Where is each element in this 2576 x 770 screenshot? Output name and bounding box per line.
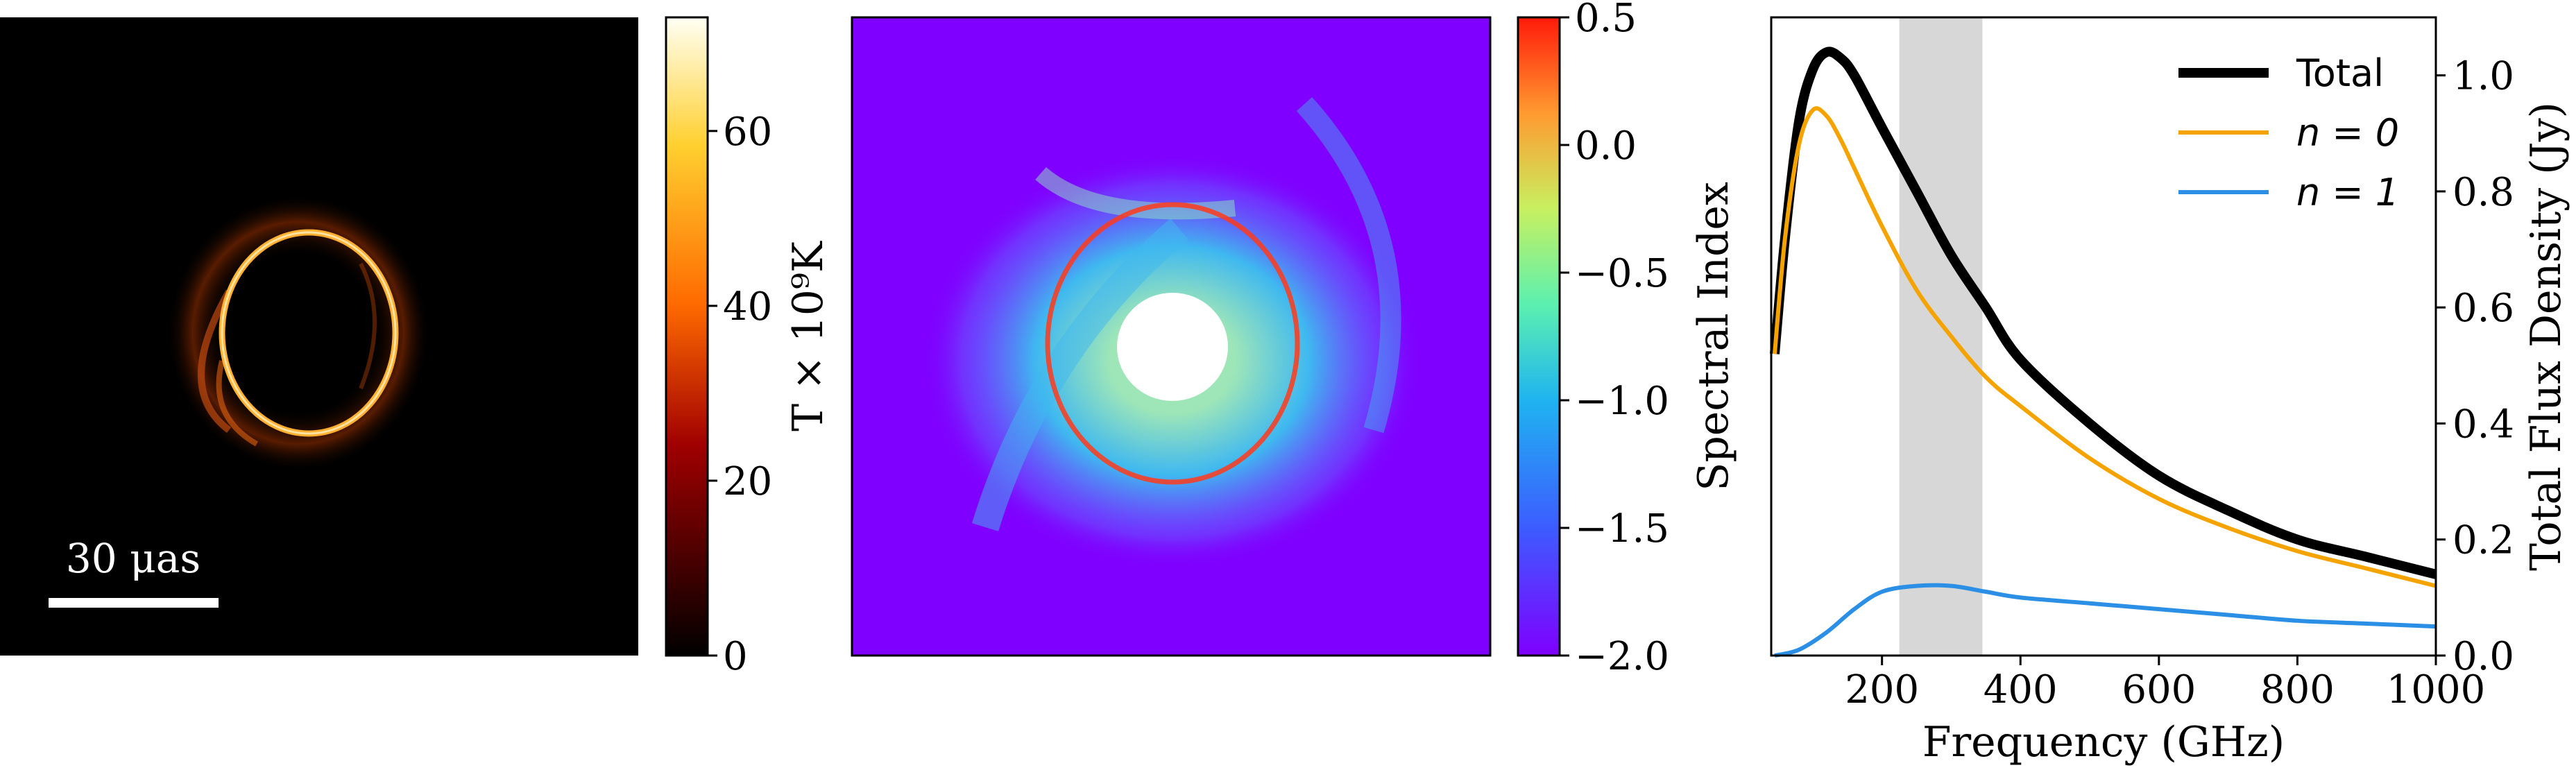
y-tick-label: 0.2 xyxy=(2453,518,2514,563)
x-axis-ticks: 200 400 600 800 1000 xyxy=(1845,656,2485,712)
temperature-colorbar-gradient xyxy=(665,16,709,657)
x-tick-label: 200 xyxy=(1845,667,1919,712)
spectral-index-colorbar-ticks: −2.0 −1.5 −1.0 −0.5 0.0 0.5 xyxy=(1560,0,1669,679)
colorbar-tick-label: 0.0 xyxy=(1575,123,1637,169)
shadow-region xyxy=(1117,293,1228,401)
colorbar-tick-label: 60 xyxy=(723,110,772,155)
colorbar-tick-label: 0 xyxy=(723,634,748,679)
legend-label: n = 0 xyxy=(2296,111,2399,155)
y-axis-label: Total Flux Density (Jy) xyxy=(2522,102,2570,571)
series-line-1 xyxy=(1773,106,2437,588)
x-tick-label: 600 xyxy=(2122,667,2196,712)
y-tick-label: 0.6 xyxy=(2453,286,2514,331)
spiral-arm-1 xyxy=(971,218,1188,531)
spectrum-panel: 200 400 600 800 1000 0.0 0.2 0.4 0.6 0.8 1.0 Freq… xyxy=(1770,16,2570,767)
colorbar-tick-label: −1.5 xyxy=(1575,506,1669,551)
colorbar-tick-label: −0.5 xyxy=(1575,251,1669,296)
spectral-index-colorbar-gradient xyxy=(1517,16,1561,657)
temperature-colorbar: 0 20 40 60 T × 10⁹K xyxy=(665,16,833,679)
temperature-colorbar-ticks: 0 20 40 60 xyxy=(708,110,772,679)
scale-bar-label: 30 μas xyxy=(66,535,201,582)
swirl-arm-1 xyxy=(198,289,232,433)
spectral-index-colorbar: −2.0 −1.5 −1.0 −0.5 0.0 0.5 Spectral Index xyxy=(1517,0,1738,679)
brightness-image-panel: 30 μas xyxy=(0,17,638,656)
y-tick-label: 1.0 xyxy=(2453,54,2514,99)
x-axis-label: Frequency (GHz) xyxy=(1922,718,2285,767)
x-tick-label: 400 xyxy=(1984,667,2058,712)
temperature-colorbar-label: T × 10⁹K xyxy=(784,241,833,431)
ring-glow xyxy=(167,194,430,472)
spectrum-plot-border xyxy=(1770,16,2437,657)
colorbar-tick-label: 20 xyxy=(723,459,772,504)
y-tick-label: 0.4 xyxy=(2453,402,2514,447)
colorbar-tick-label: −1.0 xyxy=(1575,379,1669,424)
spectral-index-colorbar-label: Spectral Index xyxy=(1689,182,1738,491)
spiral-arm-2 xyxy=(1296,96,1401,434)
y-tick-label: 0.0 xyxy=(2453,634,2514,679)
series-line-0 xyxy=(1770,46,2437,579)
colorbar-tick-label: −2.0 xyxy=(1575,634,1669,679)
legend: Total n = 0 n = 1 xyxy=(2178,51,2399,214)
spectral-index-panel xyxy=(851,16,1492,657)
legend-label: n = 1 xyxy=(2296,171,2399,214)
series-line-2 xyxy=(1774,583,2437,658)
scale-bar xyxy=(49,598,219,608)
photon-ring-core xyxy=(221,231,397,435)
swirl-arm-3 xyxy=(359,262,377,390)
legend-label: Total xyxy=(2296,51,2384,95)
y-tick-label: 0.8 xyxy=(2453,170,2514,215)
observing-band-shade xyxy=(1899,17,1983,656)
x-tick-label: 1000 xyxy=(2387,667,2486,712)
spectrum-series xyxy=(1770,46,2437,658)
spectral-photon-ring xyxy=(1045,202,1300,485)
x-tick-label: 800 xyxy=(2260,667,2335,712)
swirl-arm-2 xyxy=(216,360,258,447)
colorbar-tick-label: 0.5 xyxy=(1575,0,1637,41)
colorbar-tick-label: 40 xyxy=(723,284,772,330)
y-axis-ticks: 0.0 0.2 0.4 0.6 0.8 1.0 xyxy=(2436,54,2514,679)
